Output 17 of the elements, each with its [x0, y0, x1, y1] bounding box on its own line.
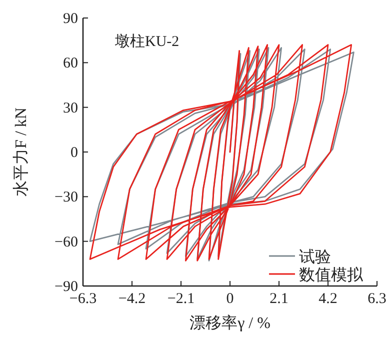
y-tick-label: 60: [63, 56, 78, 72]
x-tick-label: −2.1: [167, 291, 195, 307]
x-axis-title: 漂移率γ / %: [190, 314, 270, 332]
x-tick-label: 4.2: [318, 291, 338, 307]
x-tick-label: 6.3: [368, 291, 386, 307]
x-tick-label: 2.1: [270, 291, 288, 307]
legend-label: 试验: [299, 248, 331, 266]
y-tick-label: 30: [63, 100, 78, 116]
x-tick-label: 0: [226, 291, 234, 307]
legend-label: 数值模拟: [299, 266, 364, 284]
y-axis-title: 水平力F / kN: [12, 107, 30, 196]
y-tick-label: 0: [70, 145, 78, 161]
x-tick-label: −4.2: [118, 291, 146, 307]
y-tick-label: 90: [63, 11, 78, 27]
y-tick-label: −30: [54, 190, 78, 206]
annotation: 墩柱KU-2: [114, 33, 180, 50]
y-tick-label: −60: [54, 234, 78, 250]
